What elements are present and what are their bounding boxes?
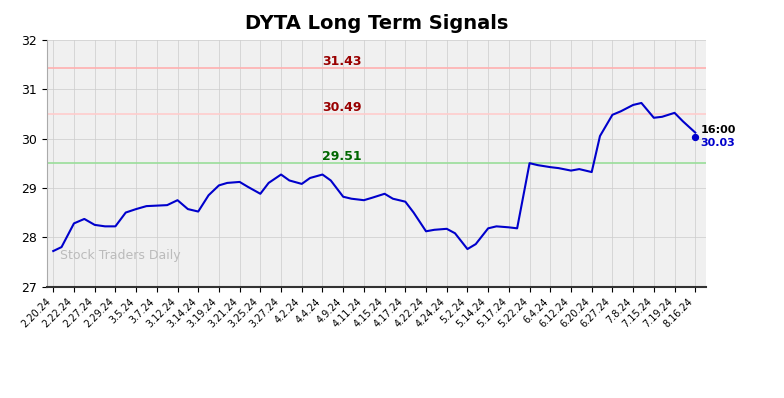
- Text: 16:00: 16:00: [700, 125, 736, 135]
- Text: 30.49: 30.49: [322, 101, 362, 114]
- Title: DYTA Long Term Signals: DYTA Long Term Signals: [245, 14, 508, 33]
- Text: 31.43: 31.43: [322, 55, 362, 68]
- Text: Stock Traders Daily: Stock Traders Daily: [60, 249, 181, 262]
- Text: 29.51: 29.51: [322, 150, 362, 163]
- Text: 30.03: 30.03: [700, 138, 735, 148]
- Point: [689, 134, 702, 140]
